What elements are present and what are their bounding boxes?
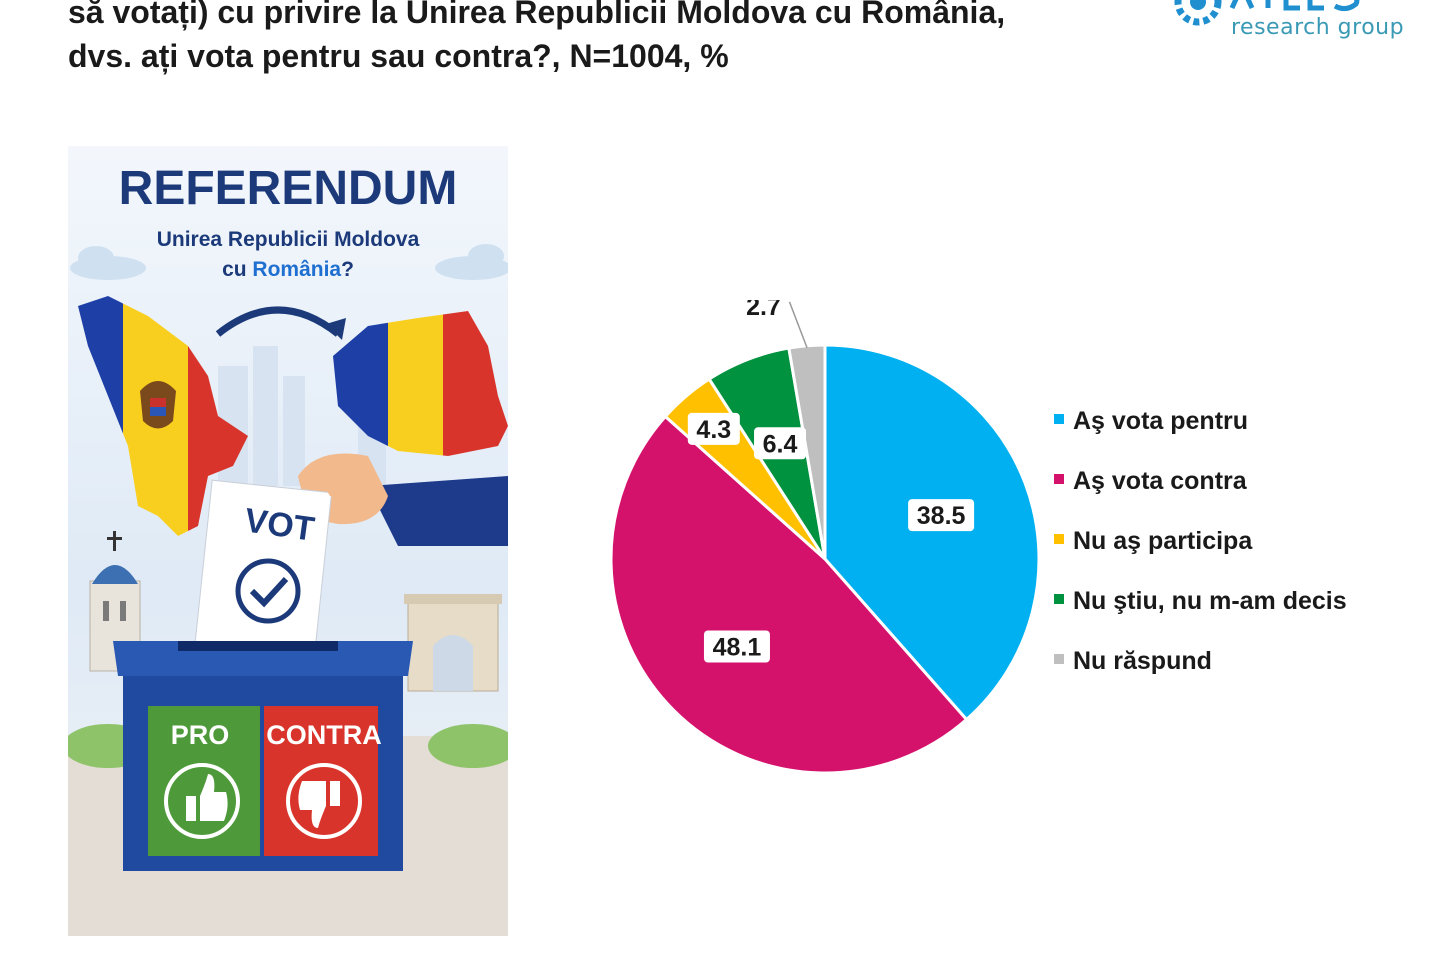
checkmark-icon	[235, 558, 301, 624]
pro-label: PRO	[171, 720, 230, 750]
data-label-0: 38.5	[917, 502, 966, 530]
legend-swatch-3	[1054, 594, 1064, 604]
logo-tagline: research group	[1231, 15, 1405, 40]
thumbs-down-icon	[286, 763, 362, 839]
data-label-box-2	[687, 412, 740, 445]
pro-panel	[148, 706, 260, 856]
chart-title: să votați) cu privire la Unirea Republic…	[68, 0, 1148, 78]
moldova-coat-of-arms-icon	[140, 381, 176, 429]
legend-swatch-4	[1054, 654, 1064, 664]
thumbs-up-icon	[164, 763, 240, 839]
poster-question-line-1: Unirea Republicii Moldova	[157, 228, 420, 251]
pie-slice-1	[609, 414, 969, 775]
ballot-box: PRO CONTRA	[113, 641, 413, 871]
poster-question-line-2: cu România?	[222, 258, 354, 281]
data-label-box-1	[703, 630, 770, 663]
legend-label-2: Nu aş participa	[1073, 527, 1253, 555]
title-line-1: să votați) cu privire la Unirea Republic…	[68, 0, 1006, 30]
logo-wheel-icon	[1174, 0, 1222, 26]
legend-label-1: Aş vota contra	[1073, 467, 1248, 495]
chart-legend: Aş vota pentru Aş vota contra Nu aş partic…	[1054, 407, 1347, 675]
church-building	[89, 531, 141, 672]
arrow-icon	[215, 306, 341, 337]
data-label-box-0	[908, 499, 975, 532]
legend-swatch-1	[1054, 474, 1064, 484]
legend-label-0: Aş vota pentru	[1073, 407, 1248, 435]
cloud-left	[70, 246, 146, 280]
pie-leader-lines	[788, 301, 808, 349]
legend-label-4: Nu răspund	[1073, 647, 1212, 675]
legend-swatch-2	[1054, 534, 1064, 544]
pie-slice-0	[823, 343, 1041, 722]
referendum-poster: REFERENDUM Unirea Republicii Moldova cu …	[68, 146, 508, 936]
contra-label: CONTRA	[266, 720, 382, 750]
data-label-3: 6.4	[763, 430, 798, 458]
triumphal-arch	[404, 594, 502, 692]
leader-line-4	[788, 301, 808, 349]
title-line-2: dvs. ați vota pentru sau contra?, N=1004…	[68, 38, 729, 74]
hand-with-ballot: VOT	[193, 453, 508, 663]
legend-label-3: Nu ştiu, nu m-am decis	[1073, 587, 1347, 615]
pie-slices	[609, 343, 1041, 775]
legend-swatch-0	[1054, 414, 1064, 424]
pie-data-labels: 38.5 48.1 4.3 6.4 2.7	[687, 300, 975, 663]
data-label-2: 4.3	[696, 416, 731, 444]
cloud-right	[435, 244, 508, 280]
data-label-4: 2.7	[746, 300, 781, 321]
data-label-1: 48.1	[713, 633, 762, 661]
data-label-box-3	[754, 427, 807, 460]
poster-heading: REFERENDUM	[119, 162, 458, 215]
ates-logo	[1174, 0, 1360, 26]
